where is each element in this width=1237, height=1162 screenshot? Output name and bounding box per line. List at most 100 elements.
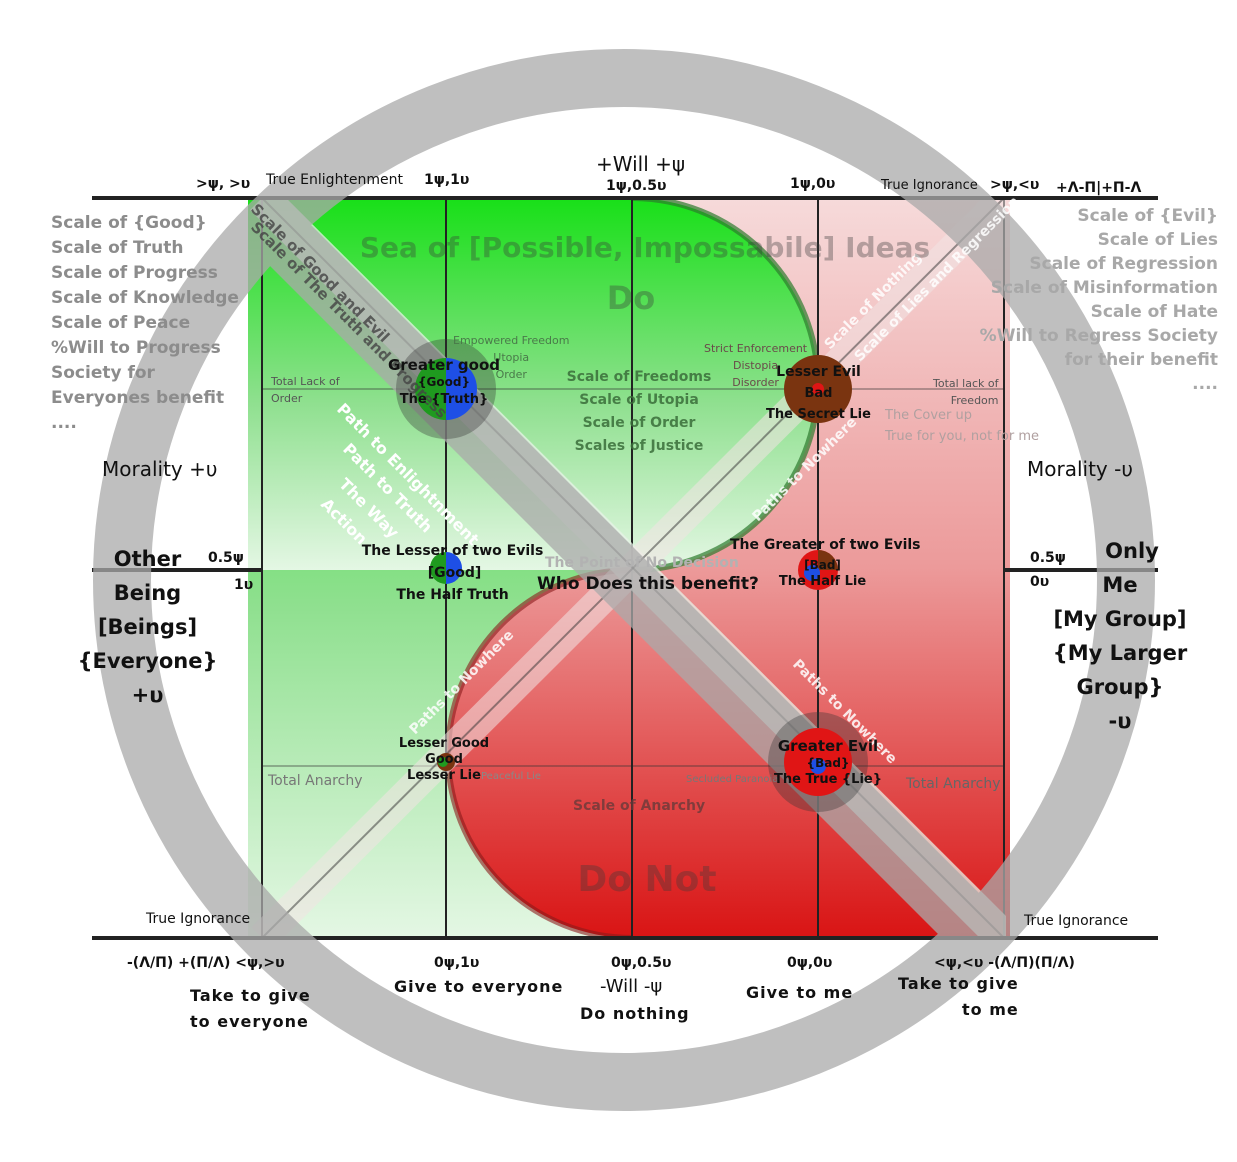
do-label: Do	[607, 279, 656, 317]
left-scale-item: Scale of Peace	[51, 311, 239, 336]
left-scale-item: Scale of Knowledge	[51, 286, 239, 311]
top-q2: 1ψ,0.5υ	[606, 178, 666, 194]
top-q3: 1ψ,0υ	[790, 176, 835, 192]
left-one-value: 1υ	[234, 577, 253, 593]
take-give-me-line: to me	[898, 997, 1019, 1023]
right-scale-item: for their benefit	[980, 348, 1218, 372]
right-side-line: [My Group]	[1006, 602, 1234, 636]
left-scale-item: %Will to Progress	[51, 336, 239, 361]
morality-left: Morality +υ	[102, 457, 217, 481]
top-left-corner: >ψ, >υ	[196, 176, 250, 192]
node-label-line: The {Truth}	[384, 390, 504, 410]
lesser-good-label: Lesser Good Good Lesser Lie	[394, 736, 494, 784]
left-side-labels: Other Being [Beings] {Everyone} +υ	[70, 542, 225, 712]
node-label-line: Lesser Good	[394, 736, 494, 752]
node-label-line: [Bad]	[730, 557, 915, 573]
strict-line: Strict Enforcement	[704, 340, 807, 357]
right-scales-list: Scale of {Evil} Scale of Lies Scale of R…	[980, 204, 1218, 396]
right-scale-item: Scale of Regression	[980, 252, 1218, 276]
right-side-line: {My Larger Group}	[1006, 636, 1234, 704]
do-nothing: Do nothing	[580, 1004, 690, 1023]
take-give-everyone: Take to give to everyone	[190, 983, 311, 1035]
cover-up: The Cover up True for you, not for me	[885, 405, 1039, 447]
lesser-evil-label: Lesser Evil Bad The Secret Lie	[756, 362, 881, 425]
center-scale-item: Scale of Freedoms	[566, 366, 712, 389]
left-scales-list: Scale of {Good} Scale of Truth Scale of …	[51, 211, 239, 436]
node-label-line: The Greater of two Evils	[730, 533, 915, 557]
point-no-decision: The Point of No Decision	[545, 555, 739, 571]
node-label-line: Greater Evil	[768, 736, 888, 756]
bottom-q1: 0ψ,1υ	[434, 955, 479, 971]
cover-up-line: True for you, not for me	[885, 426, 1039, 447]
left-side-line: Being	[70, 576, 225, 610]
total-lack-order: Total Lack of Order	[271, 373, 340, 407]
left-scale-item: Scale of Truth	[51, 236, 239, 261]
left-scale-item: ....	[51, 411, 239, 436]
give-everyone: Give to everyone	[394, 977, 563, 996]
node-label-line: Bad	[756, 383, 881, 404]
bottom-q3: 0ψ,0υ	[787, 955, 832, 971]
node-label-line: The Half Lie	[730, 573, 915, 591]
take-give-everyone-line: Take to give	[190, 983, 311, 1009]
center-scale-item: Scale of Utopia	[566, 389, 712, 412]
do-not-label: Do Not	[577, 859, 716, 900]
node-label-line: [Good]	[360, 562, 545, 584]
greater-two-evils-label: The Greater of two Evils [Bad] The Half …	[730, 533, 915, 591]
node-label-line: {Bad}	[768, 756, 888, 770]
scale-anarchy: Scale of Anarchy	[573, 798, 705, 814]
true-enlightenment-label: True Enlightenment	[266, 172, 403, 188]
left-side-line: Other	[70, 542, 225, 576]
give-me: Give to me	[746, 983, 853, 1002]
sea-of-ideas-title: Sea of [Possible, Impossabile] Ideas	[360, 231, 930, 264]
right-scale-item: Scale of Hate	[980, 300, 1218, 324]
bottom-right-formula: <ψ,<υ -(Λ/Π)(Π/Λ)	[934, 955, 1075, 971]
true-ignorance-bottom-right: True Ignorance	[1024, 913, 1128, 929]
greater-evil-label: Greater Evil {Bad} The True {Lie}	[768, 736, 888, 790]
total-lack-freedom: Total lack of Freedom	[933, 375, 999, 409]
right-scale-item: Scale of {Evil}	[980, 204, 1218, 228]
total-lack-freedom-line: Total lack of	[933, 375, 999, 392]
node-label-line: The Lesser of two Evils	[360, 540, 545, 562]
left-scale-item: Society for	[51, 361, 239, 386]
right-side-line: -υ	[1006, 704, 1234, 738]
top-right-formula: +Λ-Π|+Π-Λ	[1056, 180, 1141, 196]
total-lack-order-line: Total Lack of	[271, 373, 340, 390]
left-side-line: [Beings]	[70, 610, 225, 644]
cover-up-line: The Cover up	[885, 405, 1039, 426]
right-scale-item: ....	[980, 372, 1218, 396]
total-anarchy-left: Total Anarchy	[268, 773, 362, 789]
left-scale-item: Scale of Progress	[51, 261, 239, 286]
right-side-line: Only	[1006, 534, 1234, 568]
node-label-line: Lesser Lie	[394, 768, 494, 784]
lesser-two-evils-label: The Lesser of two Evils [Good] The Half …	[360, 540, 545, 606]
right-scale-item: Scale of Misinformation	[980, 276, 1218, 300]
bottom-q2: 0ψ,0.5υ	[611, 955, 671, 971]
take-give-me-line: Take to give	[898, 971, 1019, 997]
left-scale-item: Scale of {Good}	[51, 211, 239, 236]
take-give-me: Take to give to me	[898, 971, 1019, 1023]
node-label-line: Lesser Evil	[756, 362, 881, 383]
take-give-everyone-line: to everyone	[190, 1009, 311, 1035]
center-scales: Scale of Freedoms Scale of Utopia Scale …	[566, 366, 712, 458]
node-label-line: The True {Lie}	[768, 770, 888, 790]
secluded-paranoia: Secluded Paranoia	[686, 774, 778, 785]
true-ignorance-top: True Ignorance	[881, 178, 978, 193]
right-scale-item: Scale of Lies	[980, 228, 1218, 252]
total-lack-order-line: Order	[271, 390, 340, 407]
left-side-line: +υ	[70, 678, 225, 712]
top-right-corner: >ψ,<υ	[990, 177, 1039, 193]
node-label-line: Good	[394, 752, 494, 768]
top-q1: 1ψ,1υ	[424, 172, 469, 188]
node-label-line: {Good}	[384, 375, 504, 390]
right-side-labels: Only Me [My Group] {My Larger Group} -υ	[1006, 534, 1234, 738]
right-side-line: Me	[1006, 568, 1234, 602]
left-scale-item: Everyones benefit	[51, 386, 239, 411]
empowered-line: Empowered Freedom	[453, 332, 569, 349]
will-minus-label: -Will -ψ	[600, 976, 662, 997]
will-plus-label: +Will +ψ	[596, 152, 685, 176]
who-benefits: Who Does this benefit?	[537, 574, 759, 594]
center-scale-item: Scale of Order	[566, 412, 712, 435]
bottom-left-formula: -(Λ/Π) +(Π/Λ) <ψ,>υ	[127, 955, 285, 971]
node-label-line: The Half Truth	[360, 584, 545, 606]
